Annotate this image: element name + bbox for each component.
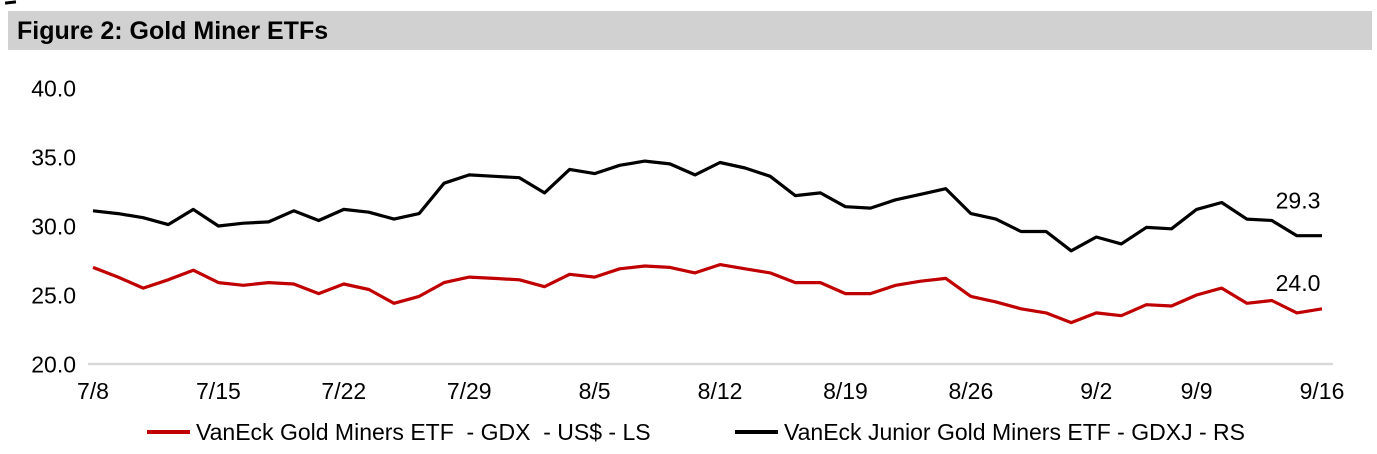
x-axis-label: 9/9 [1181,378,1213,404]
gdx-legend-label: VanEck Gold Miners ETF - GDX - US$ - LS [196,419,651,445]
y-axis-label: 25.0 [31,283,76,309]
gdxj-end-label: 29.3 [1276,188,1321,214]
x-axis-label: 8/5 [579,378,611,404]
gdxj-legend-label: VanEck Junior Gold Miners ETF - GDXJ - R… [784,419,1245,445]
x-axis-label: 7/22 [321,378,366,404]
figure-title: Figure 2: Gold Miner ETFs [17,17,329,45]
gdxj-series-line [92,159,1322,253]
x-axis-label: 8/26 [948,378,993,404]
figure-title-bar: Figure 2: Gold Miner ETFs [8,11,1372,50]
y-axis-label: 30.0 [31,214,76,240]
gdxj-legend-line-swatch [735,430,778,434]
gdx-series-line [92,263,1323,325]
y-axis-label: 35.0 [31,145,76,171]
x-axis-label: 7/29 [447,378,492,404]
x-axis-label: 8/12 [698,378,743,404]
x-axis-label: 9/2 [1080,378,1112,404]
gdx-legend-line-swatch [147,430,190,434]
x-axis-label: 7/8 [77,378,109,404]
gdx-end-label: 24.0 [1276,270,1321,296]
x-axis-label: 8/19 [823,378,868,404]
legend-item-gdx: VanEck Gold Miners ETF - GDX - US$ - LS [147,419,651,445]
y-axis-label: 40.0 [31,76,76,102]
legend-item-gdxj: VanEck Junior Gold Miners ETF - GDXJ - R… [735,419,1245,445]
x-axis-label: 9/16 [1300,378,1345,404]
y-axis-label: 20.0 [31,352,76,378]
x-axis-label: 7/15 [196,378,241,404]
